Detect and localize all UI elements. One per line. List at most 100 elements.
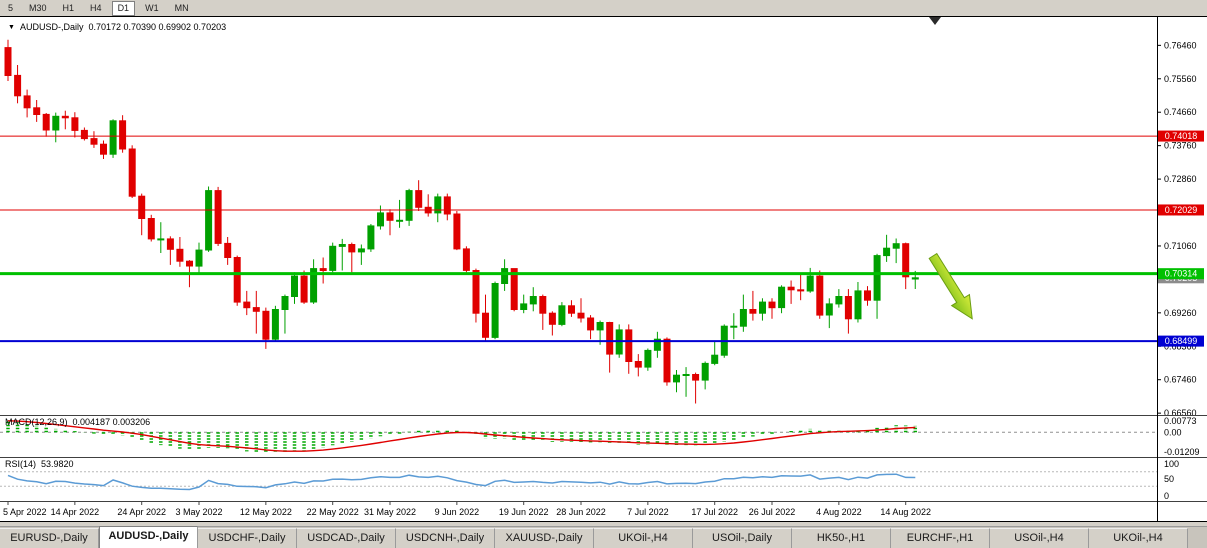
candle-body (329, 245, 337, 271)
chart-background (0, 16, 1207, 521)
tab-usoil-h4[interactable]: USOil-,H4 (990, 528, 1089, 548)
candle-body (138, 195, 146, 219)
candle-body (606, 322, 614, 355)
candle-body (844, 296, 852, 320)
timeframe-button-m30[interactable]: M30 (29, 2, 47, 13)
price-tick-label: 0.72860 (1164, 174, 1197, 184)
candle-body (587, 317, 595, 331)
candle-body (558, 305, 566, 325)
candle-body (186, 260, 193, 267)
tab-usoil-daily[interactable]: USOil-,Daily (693, 528, 792, 548)
candle-body (271, 309, 279, 340)
candle-body (319, 268, 327, 272)
tab-ukoil-h4[interactable]: UKOil-,H4 (1089, 528, 1188, 548)
candle-body (730, 325, 738, 328)
candle-body (61, 115, 69, 119)
tab-usdcnh-daily[interactable]: USDCNH-,Daily (396, 528, 495, 548)
timeframe-button-d1[interactable]: D1 (111, 0, 136, 16)
candle-body (291, 275, 298, 298)
timeframe-button-w1[interactable]: W1 (145, 2, 159, 13)
candle-body (233, 257, 241, 303)
tab-ukoil-h4[interactable]: UKOil-,H4 (594, 528, 693, 548)
chart-tab-bar: EURUSD-,Daily AUDUSD-,Daily USDCHF-,Daily U… (0, 526, 1207, 548)
candle-body (348, 244, 356, 253)
macd-indicator-name: MACD(12,26,9) (5, 417, 68, 427)
candle-body (482, 312, 489, 338)
chart-symbol-period: AUDUSD-,Daily (19, 22, 84, 32)
tab-eurusd-daily[interactable]: EURUSD-,Daily (0, 528, 99, 548)
date-tick-label: 24 Apr 2022 (117, 507, 166, 517)
candle-body (109, 120, 117, 155)
candle-body (33, 107, 41, 116)
macd-tick-label: -0.01209 (1164, 447, 1200, 457)
candle-body (80, 129, 88, 140)
rsi-line (7, 473, 916, 491)
tab-audusd-daily[interactable]: AUDUSD-,Daily (99, 526, 198, 548)
price-tick-label: 0.76460 (1164, 40, 1197, 50)
tab-xauusd-daily[interactable]: XAUUSD-,Daily (495, 528, 594, 548)
date-tick-label: 17 Jul 2022 (691, 507, 738, 517)
tab-usdcad-daily[interactable]: USDCAD-,Daily (297, 528, 396, 548)
candle-body (539, 296, 547, 314)
tab-hk50-h1[interactable]: HK50-,H1 (792, 528, 891, 548)
hline-price-badge (1158, 335, 1204, 347)
candle-body (787, 286, 795, 291)
price-tick-label: 0.71060 (1164, 241, 1197, 251)
date-tick-label: 19 Jun 2022 (499, 507, 549, 517)
candle-body (42, 113, 50, 131)
chart-shift-marker-icon (929, 17, 941, 25)
rsi-tick-label: 0 (1164, 491, 1169, 501)
tab-usdchf-daily[interactable]: USDCHF-,Daily (198, 528, 297, 548)
candle-body (252, 307, 260, 312)
trend-arrow-shape[interactable] (924, 250, 981, 324)
candle-body (692, 374, 700, 381)
date-tick-label: 7 Jul 2022 (627, 507, 669, 517)
candle-body (357, 248, 365, 253)
tab-eurchf-h1[interactable]: EURCHF-,H1 (891, 528, 990, 548)
timeframe-button-h1[interactable]: H1 (62, 2, 75, 13)
candle-body (682, 374, 690, 376)
candle-body (825, 303, 833, 316)
candle-body (739, 309, 747, 327)
date-tick-label: 3 May 2022 (175, 507, 222, 517)
date-tick-label: 31 May 2022 (364, 507, 416, 517)
date-tick-label: 12 May 2022 (240, 507, 292, 517)
candle-body (749, 309, 757, 314)
macd-indicator-values: 0.004187 0.003206 (72, 417, 151, 427)
candle-body (310, 268, 318, 303)
candle-body (501, 268, 509, 285)
candle-body (472, 270, 480, 314)
candle-body (797, 289, 805, 292)
candle-body (195, 249, 203, 267)
hline-price-label: 0.72029 (1165, 205, 1198, 215)
candle-body (176, 248, 184, 262)
candle-body (128, 148, 136, 197)
candle-body (214, 190, 222, 244)
hline-price-badge (1158, 204, 1204, 216)
hline-price-label: 0.74018 (1165, 131, 1198, 141)
candle-body (711, 354, 719, 364)
price-tick-label: 0.74660 (1164, 107, 1197, 117)
candle-body (634, 361, 642, 368)
symbol-dropdown-icon[interactable]: ▼ (8, 23, 15, 31)
candle-body (596, 322, 604, 331)
candle-body (568, 305, 575, 314)
hline-price-badge (1158, 130, 1204, 142)
timeframe-button-h4[interactable]: H4 (90, 2, 102, 13)
price-tick-label: 0.66560 (1164, 408, 1197, 418)
candle-body (262, 310, 270, 340)
candle-body (443, 196, 451, 215)
candle-body (166, 238, 174, 250)
trend-arrow-annotation[interactable] (924, 250, 981, 324)
timeframe-button-mn[interactable]: MN (174, 2, 189, 13)
candle-body (625, 329, 633, 362)
candle-body (663, 338, 671, 383)
candle-body (205, 190, 213, 251)
candle-body (653, 338, 661, 351)
date-tick-label: 5 Apr 2022 (3, 507, 47, 517)
timeframe-button-5[interactable]: 5 (8, 2, 14, 13)
candle-body (759, 301, 766, 314)
candle-body (52, 115, 60, 131)
